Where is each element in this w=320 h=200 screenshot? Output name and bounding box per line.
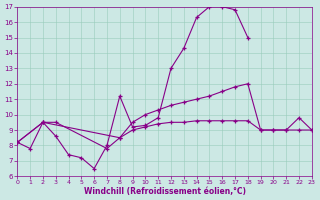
X-axis label: Windchill (Refroidissement éolien,°C): Windchill (Refroidissement éolien,°C) [84,187,245,196]
